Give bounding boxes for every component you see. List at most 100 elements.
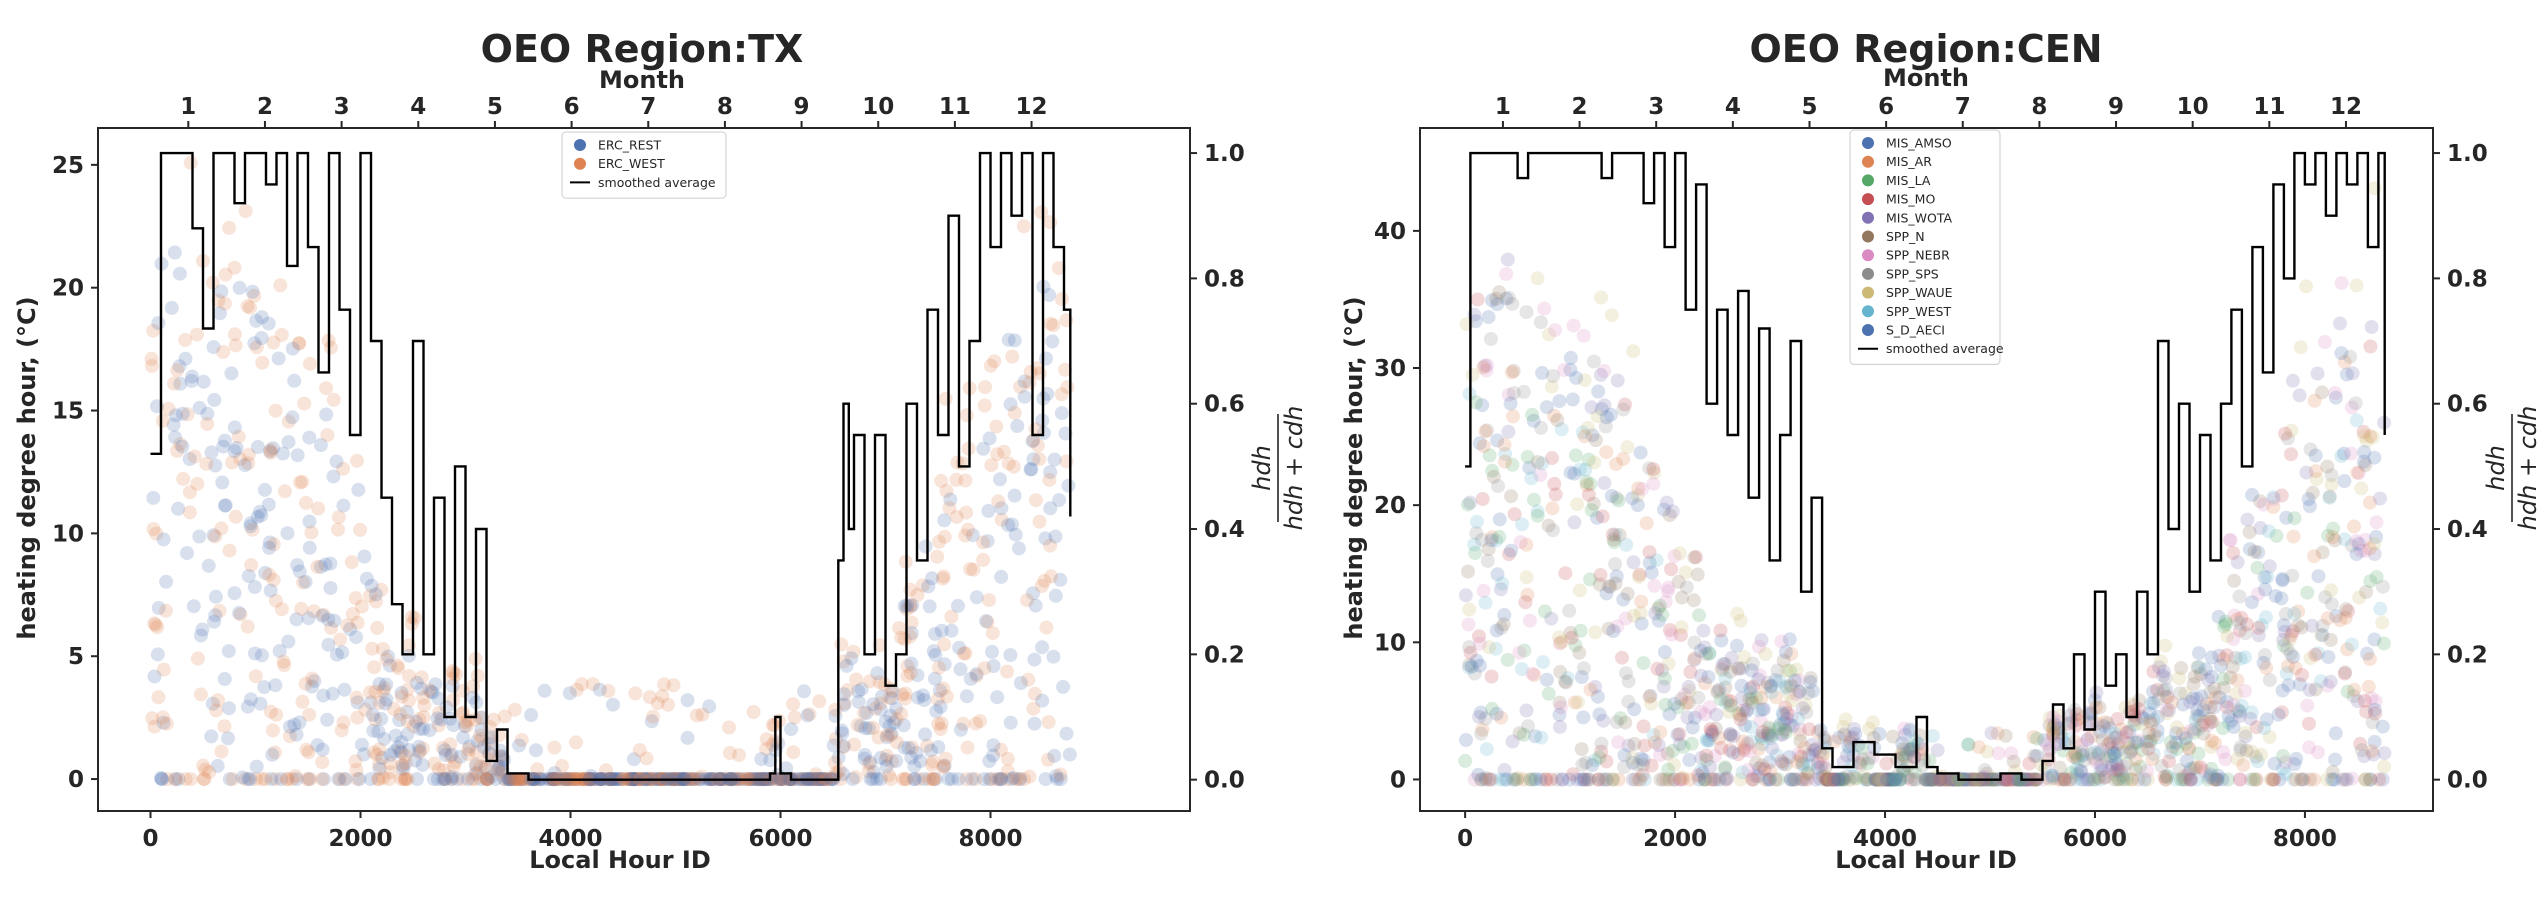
scatter-point <box>2311 745 2325 760</box>
scatter-point <box>2226 720 2241 734</box>
scatter-point <box>1562 772 1577 787</box>
scatter-point <box>1575 425 1590 440</box>
scatter-point <box>2307 393 2322 408</box>
scatter-point <box>1631 481 1646 496</box>
scatter-point <box>1699 772 1714 787</box>
scatter-point <box>1579 755 1594 770</box>
scatter-point <box>1971 740 1986 755</box>
scatter-point <box>1699 646 1714 661</box>
scatter-point <box>1648 735 1662 750</box>
scatter-point <box>2109 764 2124 779</box>
scatter-point <box>1485 530 1499 545</box>
scatter-point <box>268 678 283 693</box>
scatter-point <box>606 697 620 712</box>
scatter-point <box>1694 668 1709 683</box>
scatter-point <box>1595 509 1610 524</box>
scatter-point <box>199 456 214 471</box>
scatter-point <box>2191 659 2206 674</box>
scatter-point <box>2363 495 2377 510</box>
scatter-point <box>495 749 510 764</box>
scatter-point <box>190 651 205 666</box>
scatter-point <box>1038 531 1053 546</box>
month-tick-label: 9 <box>2108 94 2124 120</box>
scatter-point <box>1877 772 1892 787</box>
scatter-point <box>1662 508 1677 523</box>
scatter-point <box>503 772 518 787</box>
scatter-point <box>2160 690 2175 704</box>
x-ticks: 0 2000 4000 6000 8000 <box>142 811 1023 852</box>
scatter-point <box>398 772 413 787</box>
scatter-point <box>435 740 450 755</box>
scatter-point <box>2296 772 2311 787</box>
scatter-point <box>1774 634 1789 649</box>
scatter-point <box>320 712 335 727</box>
scatter-point <box>1731 661 1746 676</box>
scatter-point <box>262 567 277 582</box>
month-tick-label: 3 <box>1648 94 1664 120</box>
scatter-point <box>866 765 881 779</box>
scatter-point <box>1555 772 1570 787</box>
scatter-point <box>2204 740 2219 755</box>
scatter-point <box>2284 423 2299 438</box>
scatter-point <box>397 772 412 787</box>
scatter-point <box>2162 703 2176 718</box>
scatter-point <box>292 564 307 579</box>
scatter-point <box>1053 572 1068 587</box>
scatter-point <box>2216 721 2230 736</box>
scatter-point <box>1723 698 1738 713</box>
scatter-point <box>2176 772 2190 787</box>
scatter-point <box>555 759 569 773</box>
scatter-point <box>198 762 213 777</box>
scatter-point <box>1827 772 1842 787</box>
scatter-point <box>1630 498 1645 513</box>
scatter-point <box>1013 676 1028 690</box>
scatter-point <box>1778 700 1793 715</box>
scatter-point <box>247 580 262 594</box>
scatter-point <box>1857 772 1872 787</box>
x-tick-label: 2000 <box>328 826 392 852</box>
scatter-point <box>2131 772 2146 787</box>
scatter-point <box>208 458 223 473</box>
scatter-point <box>1489 533 1504 548</box>
scatter-point <box>905 740 920 755</box>
scatter-point <box>1505 734 1520 749</box>
scatter-point <box>2277 624 2292 639</box>
scatter-point <box>1533 772 1548 787</box>
scatter-point <box>1820 772 1835 787</box>
scatter-point <box>1687 653 1702 668</box>
scatter-point <box>2107 731 2122 745</box>
scatter-point <box>907 759 922 774</box>
scatter-point <box>1492 285 1507 300</box>
scatter-point <box>1660 584 1675 599</box>
scatter-point <box>2202 711 2217 726</box>
scatter-point <box>2110 712 2125 726</box>
scatter-point <box>986 748 1001 763</box>
scatter-point <box>2278 426 2293 441</box>
scatter-point <box>1468 546 1483 560</box>
scatter-point <box>1892 772 1907 787</box>
scatter-point <box>2107 749 2122 764</box>
scatter-point <box>2196 763 2211 778</box>
scatter-point <box>1756 702 1771 717</box>
scatter-point <box>1672 546 1687 561</box>
scatter-point <box>178 351 193 366</box>
scatter-point <box>774 772 789 787</box>
scatter-point <box>2267 772 2281 787</box>
scatter-point <box>250 440 265 454</box>
y-tick-label: 15 <box>52 399 84 425</box>
scatter-point <box>1061 478 1076 493</box>
scatter-point <box>1783 772 1798 787</box>
scatter-point <box>2237 684 2252 698</box>
scatter-point <box>431 762 446 777</box>
scatter-point <box>272 644 287 658</box>
scatter-point <box>1000 751 1015 766</box>
scatter-point <box>443 749 458 764</box>
scatter-point <box>936 569 951 584</box>
scatter-point <box>863 755 878 770</box>
scatter-point <box>2075 747 2090 762</box>
scatter-point <box>2000 772 2014 787</box>
scatter-point <box>2362 652 2377 666</box>
scatter-point <box>2124 772 2139 787</box>
scatter-point <box>1698 676 1712 691</box>
